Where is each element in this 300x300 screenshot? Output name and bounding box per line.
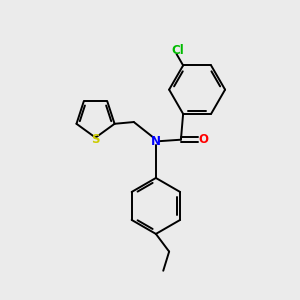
Text: S: S: [91, 134, 100, 146]
Text: Cl: Cl: [171, 44, 184, 57]
Text: O: O: [198, 133, 208, 146]
Text: N: N: [151, 135, 161, 148]
